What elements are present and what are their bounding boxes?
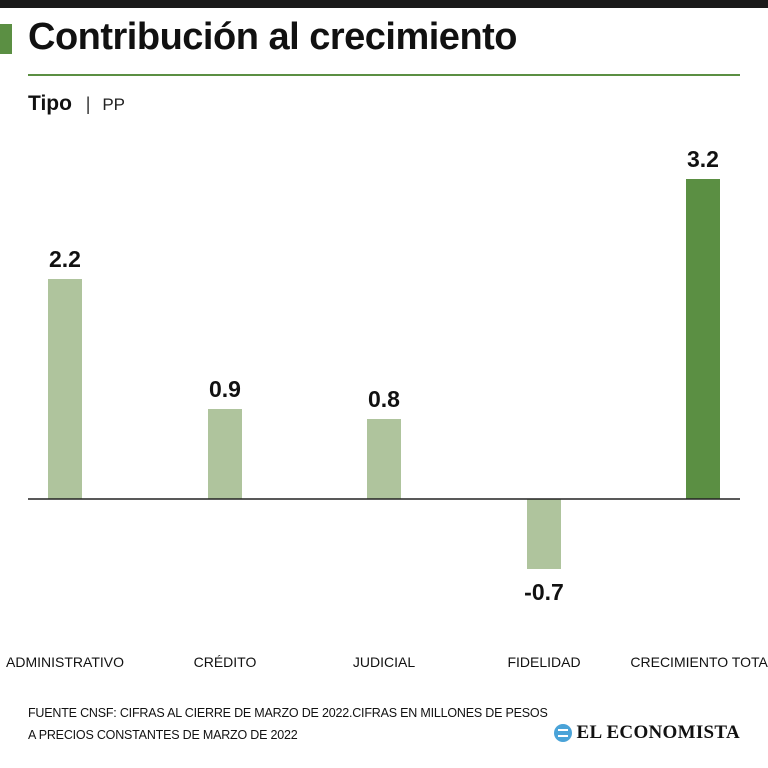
bar-chart: 2.2 ADMINISTRATIVO 0.9 CRÉDITO 0.8 JUDICIAL -0… <box>6 146 768 670</box>
value-label: 0.9 <box>209 376 241 402</box>
title-divider <box>28 74 740 76</box>
category-label: CRECIMIENTO TOTAL <box>630 654 768 670</box>
subtitle-separator: | <box>85 94 91 114</box>
value-label: 0.8 <box>368 386 400 412</box>
page-title: Contribución al crecimiento <box>28 16 518 58</box>
subtitle-unit: PP <box>102 95 126 114</box>
category-label: ADMINISTRATIVO <box>6 654 124 670</box>
bar-crecimiento-total <box>686 179 720 499</box>
el-economista-logo-icon <box>553 724 572 742</box>
source-line-1: FUENTE CNSF: CIFRAS AL CIERRE DE MARZO D… <box>28 706 548 720</box>
subtitle-label: Tipo <box>28 92 72 115</box>
category-label: JUDICIAL <box>353 654 415 670</box>
bar-crédito <box>208 409 242 499</box>
bar-administrativo <box>48 279 82 499</box>
value-label: 3.2 <box>687 146 719 172</box>
category-label: FIDELIDAD <box>507 654 580 670</box>
brand-logo: EL ECONOMISTA <box>553 722 741 744</box>
category-label: CRÉDITO <box>194 654 257 670</box>
title-accent-bar <box>0 24 12 54</box>
value-label: 2.2 <box>49 246 81 272</box>
source-note: FUENTE CNSF: CIFRAS AL CIERRE DE MARZO D… <box>28 702 548 746</box>
brand-name: EL ECONOMISTA <box>576 722 740 743</box>
bar-fidelidad <box>527 499 561 569</box>
value-label: -0.7 <box>524 579 564 605</box>
top-rule <box>0 0 768 8</box>
bar-judicial <box>367 419 401 499</box>
chart-subtitle: Tipo | PP <box>28 92 125 116</box>
source-line-2: A PRECIOS CONSTANTES DE MARZO DE 2022 <box>28 728 298 742</box>
